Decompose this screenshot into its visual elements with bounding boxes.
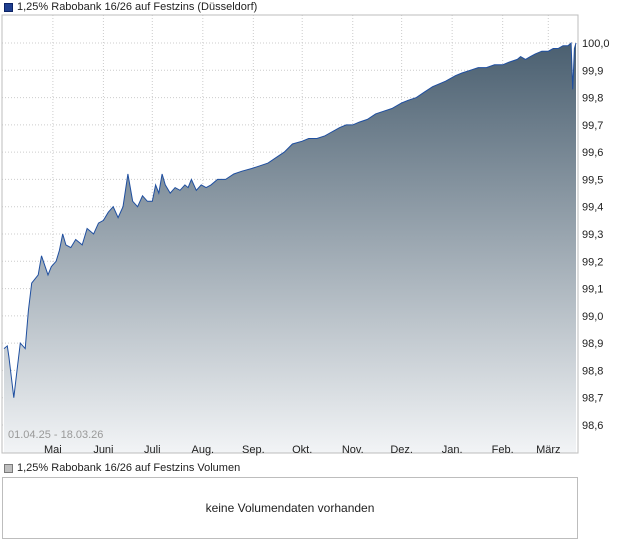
price-area [4,43,576,453]
y-tick-label: 99,8 [582,93,603,105]
y-tick-label: 99,4 [582,202,603,214]
x-tick-label: Mai [44,444,62,456]
y-tick-label: 98,8 [582,365,603,377]
y-tick-label: 98,6 [582,420,603,432]
x-tick-label: Sep. [242,444,265,456]
price-legend-label: 1,25% Rabobank 16/26 auf Festzins (Düsse… [17,1,258,13]
volume-legend: 1,25% Rabobank 16/26 auf Festzins Volume… [4,462,240,475]
volume-panel: keine Volumendaten vorhanden [2,477,578,539]
x-tick-label: Dez. [390,444,413,456]
y-tick-label: 98,9 [582,338,603,350]
no-volume-message: keine Volumendaten vorhanden [205,501,375,515]
y-tick-label: 99,7 [582,120,603,132]
volume-legend-swatch [4,464,13,473]
y-tick-label: 99,3 [582,229,603,241]
plot-border [1,14,579,454]
x-tick-label: Feb. [492,444,514,456]
y-tick-label: 99,0 [582,311,603,323]
date-range-label: 01.04.25 - 18.03.26 [8,429,103,441]
y-axis: 98,6 98,7 98,8 98,9 99,0 99,1 99,2 99,3 99,4 99,5… [582,38,610,432]
price-legend: 1,25% Rabobank 16/26 auf Festzins (Düsse… [4,1,257,14]
x-tick-label: Okt. [292,444,312,456]
x-tick-label: Jan. [442,444,463,456]
price-legend-swatch [4,3,13,12]
x-tick-label: Aug. [191,444,214,456]
x-tick-label: März [536,444,560,456]
x-axis: Mai Juni Juli Aug. Sep. Okt. Nov. Dez. Jan. Feb. M… [44,444,561,456]
y-tick-label: 99,9 [582,65,603,77]
y-tick-label: 99,6 [582,147,603,159]
y-tick-label: 99,5 [582,174,603,186]
y-tick-label: 99,2 [582,256,603,268]
volume-legend-label: 1,25% Rabobank 16/26 auf Festzins Volume… [17,462,241,474]
y-tick-label: 100,0 [582,38,610,50]
y-tick-label: 98,7 [582,393,603,405]
price-line [3,41,577,398]
y-tick-label: 99,1 [582,284,603,296]
x-tick-label: Nov. [342,444,364,456]
price-chart: 98,6 98,7 98,8 98,9 99,0 99,1 99,2 99,3 99,4 99,5… [1,14,610,456]
x-tick-label: Juli [144,444,161,456]
x-tick-label: Juni [93,444,113,456]
